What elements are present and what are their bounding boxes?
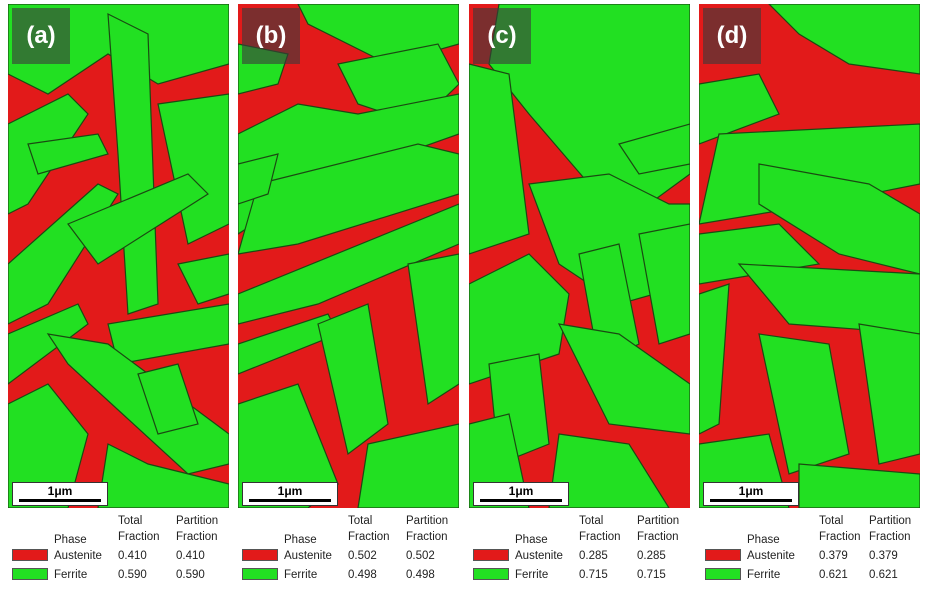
ferrite-total-fraction: 0.498	[348, 569, 377, 581]
total-header-line2: Fraction	[348, 531, 390, 543]
austenite-label: Austenite	[515, 550, 563, 562]
scale-bar-text: 1μm	[738, 484, 764, 498]
partition-header-line1: Partition	[406, 515, 449, 527]
microstructure-graphic	[238, 4, 459, 508]
ferrite-label: Ferrite	[515, 569, 549, 581]
austenite-total-fraction: 0.379	[819, 550, 848, 562]
austenite-partition-fraction: 0.410	[176, 550, 205, 562]
ferrite-total-fraction: 0.590	[118, 569, 147, 581]
phase-legend: Total Fraction Partition Fraction Phase …	[469, 508, 690, 588]
panel-label-text: (d)	[716, 22, 748, 49]
phase-legend: Total Fraction Partition Fraction Phase …	[699, 508, 920, 588]
scale-bar: 1μm	[473, 482, 569, 506]
ferrite-label: Ferrite	[284, 569, 318, 581]
panel-a: (a) 1μm Total Fraction Partition Fractio…	[8, 4, 229, 588]
ferrite-total-fraction: 0.621	[819, 569, 848, 581]
ferrite-total-fraction: 0.715	[579, 569, 608, 581]
total-header-line1: Total	[819, 515, 844, 527]
austenite-swatch	[242, 549, 278, 561]
scale-bar: 1μm	[703, 482, 799, 506]
partition-header-line1: Partition	[637, 515, 680, 527]
panel-c: (c) 1μm Total Fraction Partition Fractio…	[469, 4, 690, 588]
partition-header-line1: Partition	[869, 515, 912, 527]
microstructure-graphic	[469, 4, 690, 508]
phase-header: Phase	[747, 534, 780, 546]
panel-label-text: (b)	[255, 22, 287, 49]
panel-label: (d)	[703, 8, 761, 64]
ferrite-swatch	[705, 568, 741, 580]
scale-bar-text: 1μm	[277, 484, 303, 498]
austenite-label: Austenite	[747, 550, 795, 562]
phase-map-image: (d) 1μm	[699, 4, 920, 508]
phase-map-image: (a) 1μm	[8, 4, 229, 508]
austenite-total-fraction: 0.502	[348, 550, 377, 562]
partition-header-line1: Partition	[176, 515, 219, 527]
phase-header: Phase	[284, 534, 317, 546]
panel-label-text: (c)	[487, 22, 517, 49]
phase-legend: Total Fraction Partition Fraction Phase …	[8, 508, 229, 588]
austenite-swatch	[12, 549, 48, 561]
partition-header-line2: Fraction	[869, 531, 911, 543]
ferrite-swatch	[242, 568, 278, 580]
total-header-line1: Total	[348, 515, 373, 527]
ferrite-swatch	[473, 568, 509, 580]
phase-legend: Total Fraction Partition Fraction Phase …	[238, 508, 459, 588]
ferrite-label: Ferrite	[747, 569, 781, 581]
scale-bar-line	[480, 499, 562, 502]
austenite-partition-fraction: 0.379	[869, 550, 898, 562]
phase-map-image: (b) 1μm	[238, 4, 459, 508]
austenite-partition-fraction: 0.285	[637, 550, 666, 562]
total-header-line2: Fraction	[118, 531, 160, 543]
austenite-total-fraction: 0.410	[118, 550, 147, 562]
microstructure-graphic	[8, 4, 229, 508]
phase-header: Phase	[54, 534, 87, 546]
panel-b: (b) 1μm Total Fraction Partition Fractio…	[238, 4, 459, 588]
scale-bar: 1μm	[12, 482, 108, 506]
phase-map-image: (c) 1μm	[469, 4, 690, 508]
microstructure-graphic	[699, 4, 920, 508]
total-header-line1: Total	[118, 515, 143, 527]
ferrite-partition-fraction: 0.621	[869, 569, 898, 581]
scale-bar-line	[19, 499, 101, 502]
panel-label: (c)	[473, 8, 531, 64]
austenite-label: Austenite	[284, 550, 332, 562]
ferrite-partition-fraction: 0.498	[406, 569, 435, 581]
total-header-line2: Fraction	[819, 531, 861, 543]
scale-bar-line	[710, 499, 792, 502]
panel-label-text: (a)	[26, 22, 56, 49]
scale-bar-line	[249, 499, 331, 502]
phase-header: Phase	[515, 534, 548, 546]
partition-header-line2: Fraction	[406, 531, 448, 543]
austenite-swatch	[473, 549, 509, 561]
partition-header-line2: Fraction	[637, 531, 679, 543]
panel-d: (d) 1μm Total Fraction Partition Fractio…	[699, 4, 920, 588]
scale-bar-text: 1μm	[508, 484, 534, 498]
total-header-line1: Total	[579, 515, 604, 527]
scale-bar: 1μm	[242, 482, 338, 506]
ferrite-label: Ferrite	[54, 569, 88, 581]
austenite-partition-fraction: 0.502	[406, 550, 435, 562]
austenite-label: Austenite	[54, 550, 102, 562]
scale-bar-text: 1μm	[47, 484, 73, 498]
austenite-swatch	[705, 549, 741, 561]
austenite-total-fraction: 0.285	[579, 550, 608, 562]
ferrite-partition-fraction: 0.590	[176, 569, 205, 581]
ferrite-partition-fraction: 0.715	[637, 569, 666, 581]
total-header-line2: Fraction	[579, 531, 621, 543]
partition-header-line2: Fraction	[176, 531, 218, 543]
panel-label: (b)	[242, 8, 300, 64]
panel-label: (a)	[12, 8, 70, 64]
ferrite-swatch	[12, 568, 48, 580]
